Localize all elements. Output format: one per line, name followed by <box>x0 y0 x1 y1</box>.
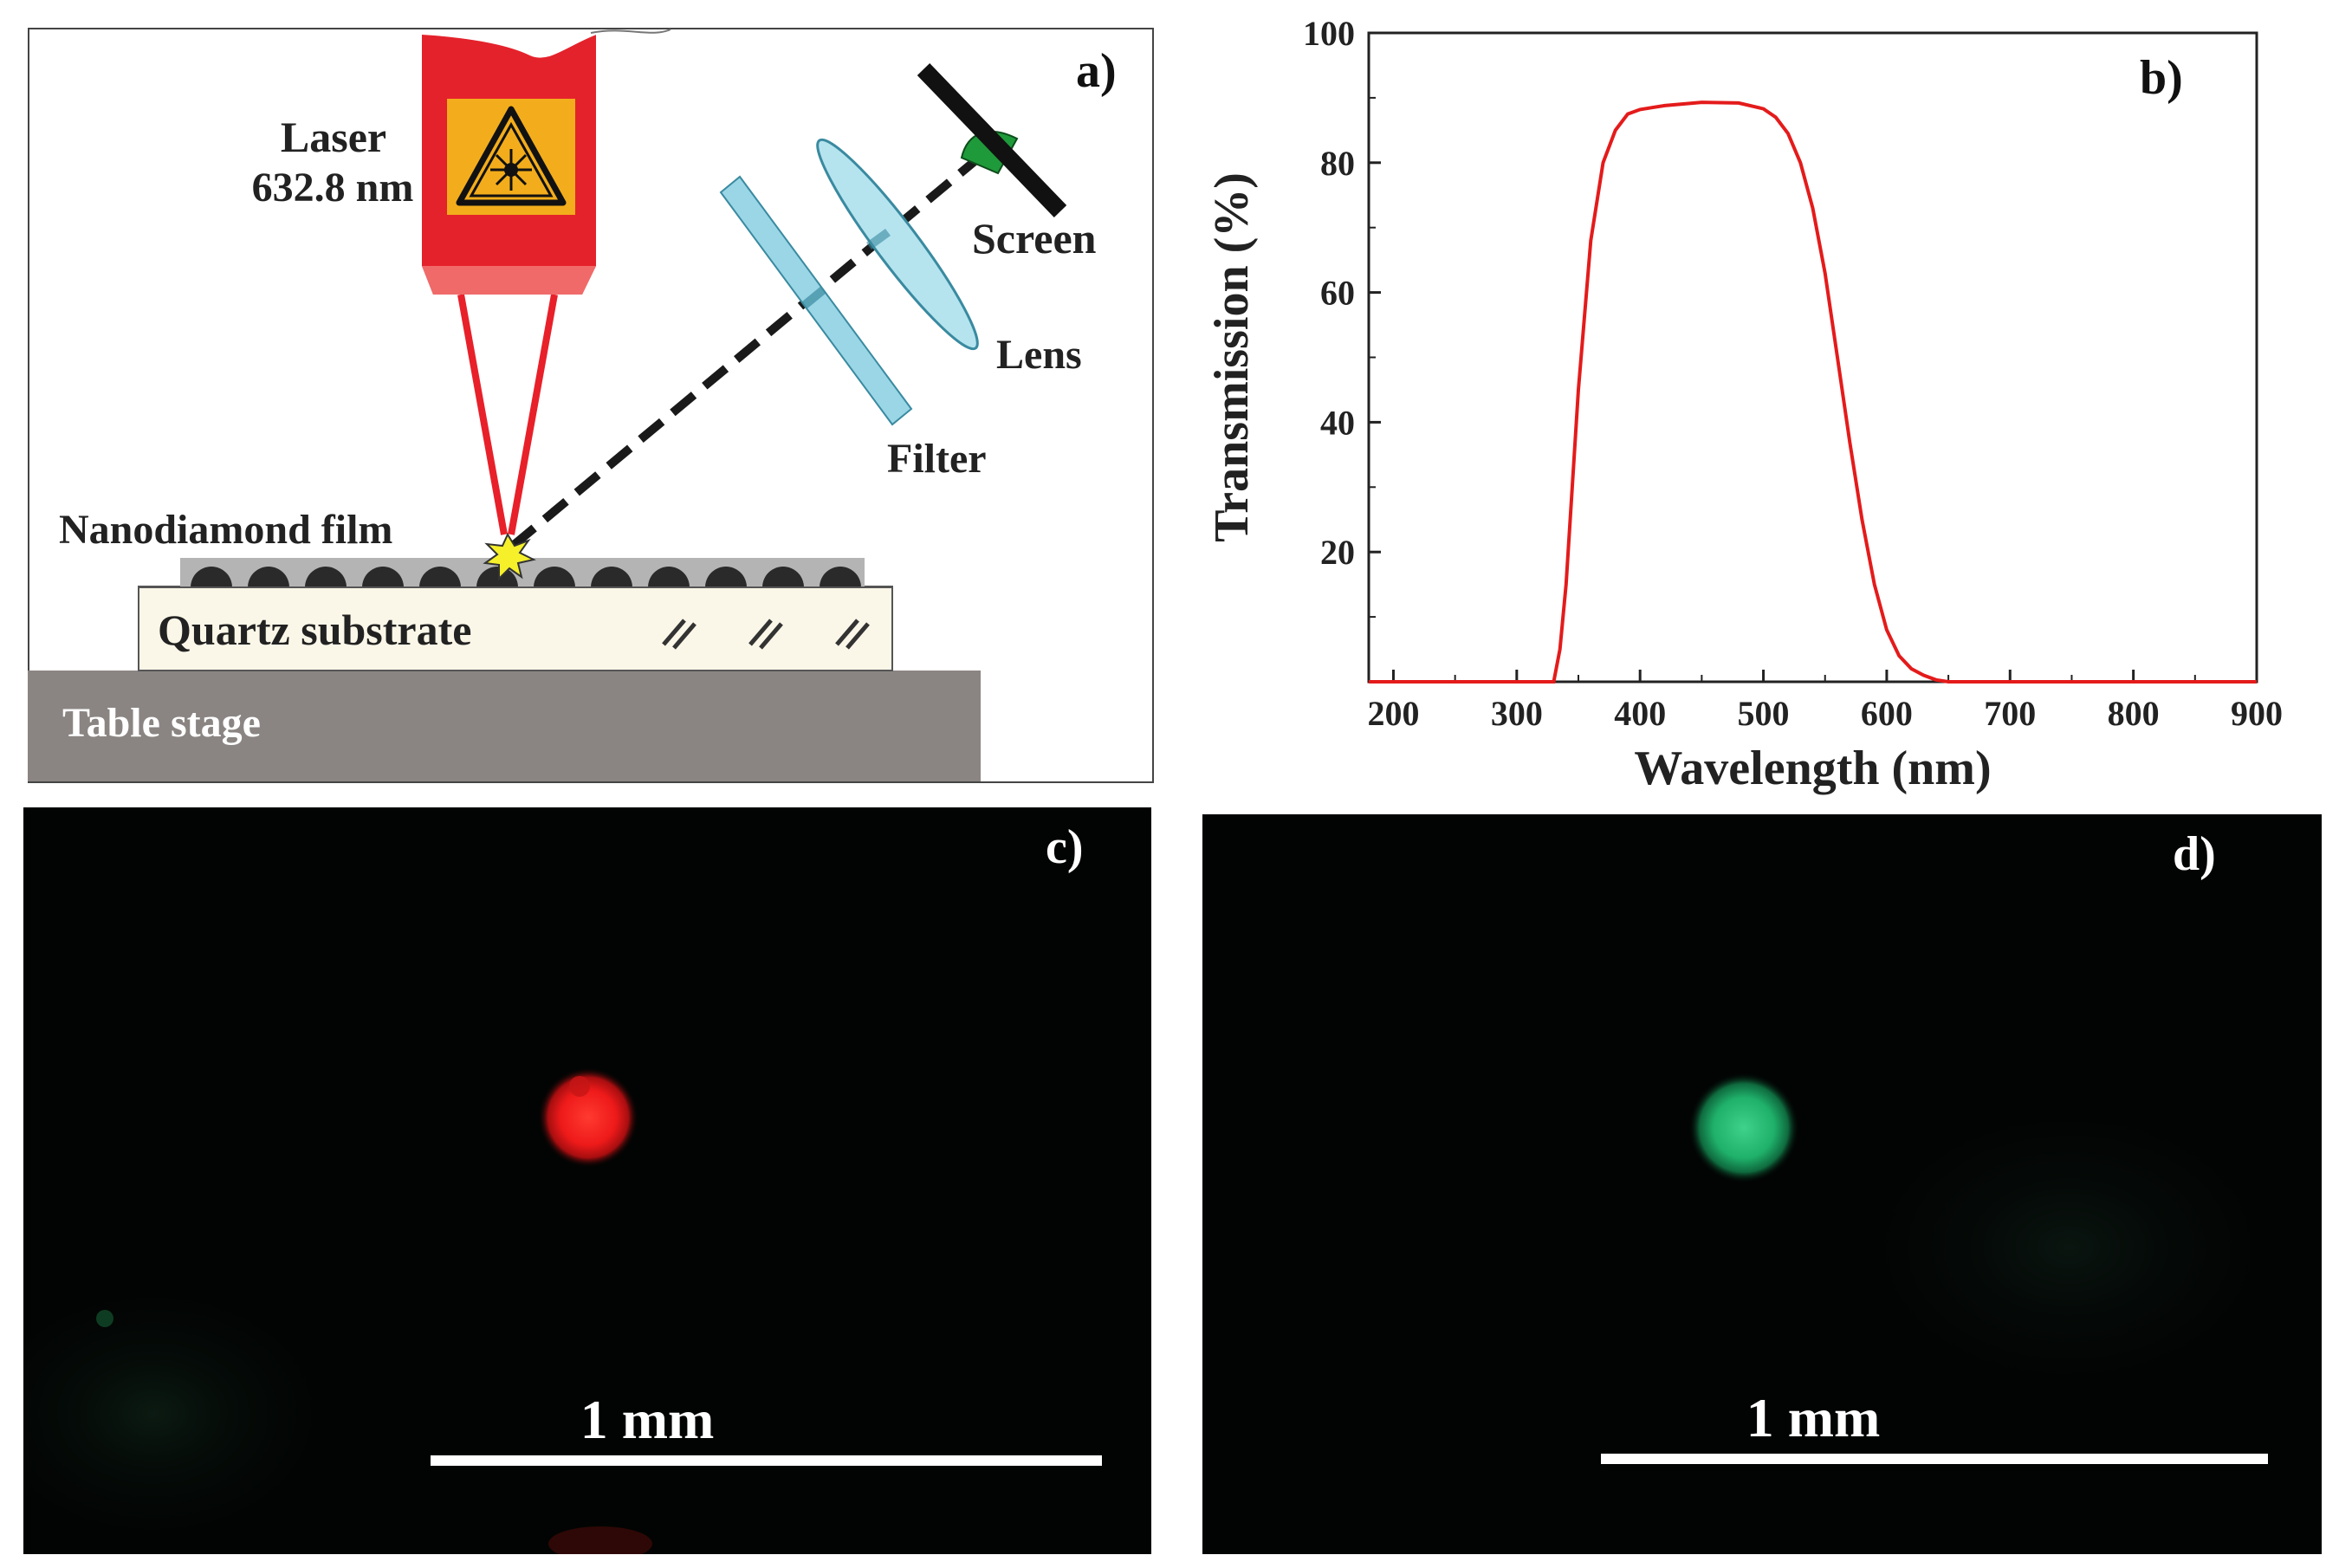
background-haze <box>1843 1092 2294 1403</box>
laser-beam <box>457 294 558 535</box>
nanodiamond-film <box>139 558 892 610</box>
x-tick-label: 400 <box>1614 694 1666 733</box>
glass-hatch-marks <box>662 619 870 650</box>
green-spot-photo: d) 1 mm <box>1202 814 2322 1554</box>
lens <box>816 138 979 351</box>
scale-bar-c <box>431 1455 1102 1466</box>
scattered-beam <box>509 146 993 549</box>
green-spot-image <box>1688 1072 2294 1403</box>
x-axis-label: Wavelength (nm) <box>1634 742 1991 795</box>
table-stage <box>28 671 981 781</box>
x-tick-label: 800 <box>2108 694 2160 733</box>
red-spot-image <box>23 1067 652 1554</box>
background-haze <box>23 1275 344 1552</box>
panel-d-label: d) <box>2173 827 2216 881</box>
y-tick-label: 80 <box>1320 144 1355 183</box>
y-tick-label: 100 <box>1303 14 1355 53</box>
x-tick-label: 500 <box>1738 694 1790 733</box>
panel-a-label: a) <box>1076 44 1117 98</box>
setup-diagram-panel: Table stage Quartz substrate Nanodiamond… <box>28 28 1154 783</box>
excitation-spark-icon <box>483 532 536 581</box>
x-tick-label: 900 <box>2231 694 2283 733</box>
setup-diagram: Table stage Quartz substrate Nanodiamond… <box>28 28 1154 783</box>
red-emission-spot <box>538 1067 638 1168</box>
y-tick-label: 60 <box>1320 274 1355 313</box>
laser-source <box>421 29 671 295</box>
transmission-chart: 200 300 400 500 600 700 800 900 20 40 60 80 100 Wave… <box>1205 14 2283 795</box>
plot-frame <box>1367 31 2258 684</box>
y-axis-label: Transmission (%) <box>1205 172 1259 542</box>
filter-label: Filter <box>887 436 987 482</box>
laser-wavelength: 632.8 nm <box>252 165 414 211</box>
x-tick-label: 700 <box>1984 694 2036 733</box>
x-tick-label: 600 <box>1861 694 1913 733</box>
lens-label: Lens <box>996 332 1082 378</box>
green-emission-spot <box>1688 1072 1799 1183</box>
screen <box>917 63 1067 217</box>
laser-title: Laser <box>281 113 386 161</box>
transmission-curve <box>1369 100 2257 684</box>
filter-plate <box>719 175 913 426</box>
x-tick-label: 300 <box>1491 694 1543 733</box>
quartz-substrate-label: Quartz substrate <box>158 606 471 654</box>
red-spot-photo: c) 1 mm <box>23 807 1151 1554</box>
table-stage-label: Table stage <box>62 700 261 746</box>
panel-c-label: c) <box>1046 820 1084 874</box>
scale-bar-text-d: 1 mm <box>1746 1387 1881 1448</box>
y-tick-label: 20 <box>1320 533 1355 572</box>
screen-label: Screen <box>972 214 1097 262</box>
x-tick-label: 200 <box>1367 694 1419 733</box>
nanodiamond-film-label: Nanodiamond film <box>59 507 392 553</box>
scale-bar-d <box>1601 1454 2268 1464</box>
y-tick-label: 40 <box>1320 403 1355 442</box>
transmission-chart-panel: 200 300 400 500 600 700 800 900 20 40 60 80 100 Wave… <box>1161 0 2339 806</box>
panel-b-label: b) <box>2140 51 2183 105</box>
scale-bar-text-c: 1 mm <box>580 1389 715 1450</box>
green-speck <box>96 1310 113 1327</box>
